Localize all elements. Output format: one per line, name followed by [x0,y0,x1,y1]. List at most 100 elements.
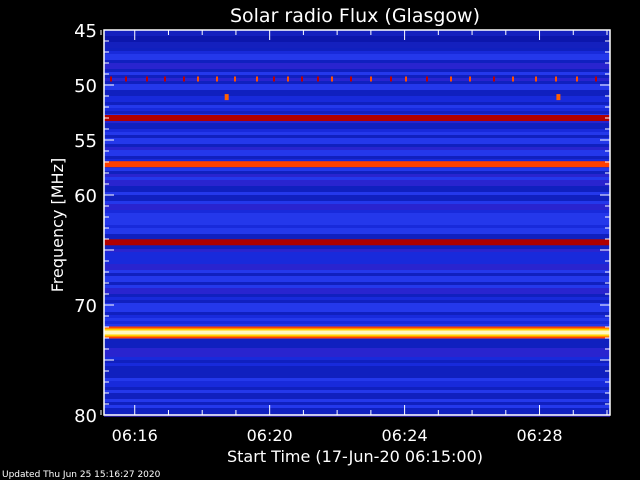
band-line [104,115,610,121]
spectrogram-row [104,180,610,183]
spectrogram-row [104,321,610,324]
emission-dot [256,76,258,82]
spectrogram-row [104,393,610,396]
spectrogram-row [104,195,610,198]
spectrogram-row [104,345,610,348]
spectrogram-row [104,231,610,234]
emission-dot [216,76,218,82]
spectrogram-row [104,186,610,189]
emission-dot [317,76,319,82]
spectrogram-row [104,111,610,114]
spectrogram-row [104,381,610,384]
spectrogram-row [104,282,610,285]
y-axis-label: Frequency [MHz] [48,158,67,292]
y-tick-label: 50 [74,76,97,97]
plot-area [104,30,610,417]
spectrogram-row [104,72,610,75]
spectrogram-row [104,354,610,357]
spectrogram-row [104,57,610,60]
spectrogram-row [104,270,610,273]
spectrogram-row [104,30,610,48]
emission-dot [287,76,289,82]
spectrogram-row [104,147,610,150]
emission-dot [110,76,112,82]
spectrogram-row [104,252,610,255]
spectrogram-row [104,264,610,267]
spectrogram-row [104,105,610,108]
axes: 45 50 55 60 70 80 06:16 06:20 06:24 06:28 [74,21,611,445]
spectrogram-row [104,93,610,96]
spectrogram-row [104,102,610,105]
spectrogram-row [104,273,610,276]
spectrogram-row [104,81,610,84]
spectrogram-row [104,216,610,219]
x-tick-label: 06:24 [382,426,428,445]
emission-dot [450,76,452,82]
spectrogram-row [104,258,610,261]
emission-dot [197,76,199,82]
spectrogram-row [104,375,610,378]
spectrogram-row [104,201,610,204]
spectrogram-row [104,141,610,144]
spectrogram-row [104,210,610,213]
emission-dot [493,76,495,82]
spectrogram-row [104,96,610,99]
y-tick-label: 60 [74,186,97,207]
spectrogram-row [104,237,610,240]
spectrogram-row [104,132,610,135]
x-tick-label: 06:28 [516,426,562,445]
spectrogram-row [104,213,610,216]
spectrogram-row [104,171,610,174]
emission-dot [555,76,557,82]
spectrogram-row [104,300,610,303]
spectrogram-row [104,87,610,90]
spectrogram-row [104,309,610,312]
spectrogram-row [104,411,610,414]
emission-dot [535,76,537,82]
spectrogram-row [104,99,610,102]
chart-title: Solar radio Flux (Glasgow) [230,5,480,27]
x-tick-label: 06:20 [247,426,293,445]
spectrogram-row [104,267,610,270]
spectrogram-row [104,396,610,399]
spectrogram-row [104,279,610,282]
spectrogram-row [104,261,610,264]
spectrogram-row [104,135,610,138]
spectrogram-row [104,276,610,279]
spectrogram-row [104,69,610,72]
spectrogram-row [104,234,610,237]
band-line [104,239,610,246]
spectrogram-row [104,249,610,252]
spectrogram-row [104,177,610,180]
spectrogram-row [104,405,610,408]
spectrogram-row [104,357,610,360]
emission-dot [350,76,352,82]
spectrogram-row [104,90,610,93]
spectrogram-row [104,285,610,288]
spectrogram-row [104,126,610,129]
spectrogram-row [104,390,610,393]
y-tick-label: 55 [74,131,97,152]
spectrogram-row [104,207,610,210]
spectrogram-row [104,60,610,63]
x-tick-label: 06:16 [112,426,158,445]
spectrogram-row [104,312,610,315]
emission-dot [576,76,578,82]
spectrogram-row [104,363,610,366]
spectrogram-row [104,183,610,186]
updated-timestamp: Updated Thu Jun 25 15:16:27 2020 [2,470,161,480]
emission-dot [273,76,275,82]
spectrogram-row [104,351,610,354]
spectrogram-row [104,75,610,78]
emission-dot [183,76,185,82]
spectrogram-row [104,348,610,351]
spectrogram-row [104,219,610,222]
axes-frame [103,29,611,416]
x-axis-label: Start Time (17-Jun-20 06:15:00) [227,447,483,466]
emission-dot [234,76,236,82]
spectrogram-row [104,399,610,402]
spectrogram-row [104,150,610,153]
emission-dot [469,76,471,82]
spectrogram-row [104,51,610,54]
